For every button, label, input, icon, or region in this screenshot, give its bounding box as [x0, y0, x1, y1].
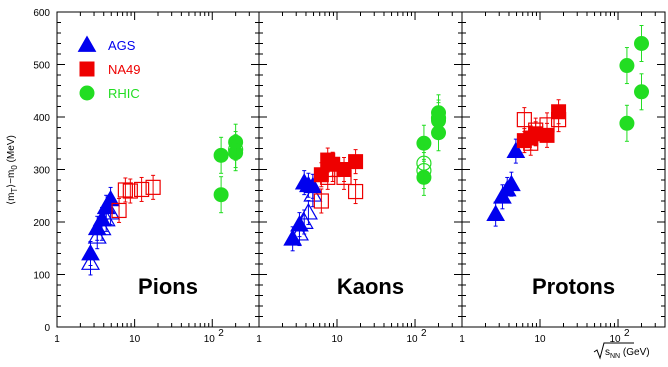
data-point-square [539, 117, 555, 133]
y-axis-title-part: (MeV) [6, 135, 17, 165]
x-tick-label: 10 [204, 334, 216, 345]
x-tick-label-exponent: 2 [218, 328, 224, 339]
y-tick-label: 300 [33, 166, 50, 177]
data-point-triangle [87, 226, 107, 244]
data-point-circle [79, 85, 95, 101]
data-point-square [145, 179, 161, 195]
x-tick-label-exponent: 2 [624, 328, 630, 339]
y-tick-label: 0 [44, 323, 50, 334]
y-axis-title-part: ⟩−m [6, 170, 17, 188]
data-point-triangle [298, 202, 318, 220]
legend: AGS NA49 RHIC [77, 35, 141, 101]
x-tick-label: 10 [609, 334, 621, 345]
data-point-square [347, 183, 364, 200]
data-point-circle [634, 36, 650, 51]
panel-label-protons: Protons [532, 274, 615, 299]
y-axis-title-part: T [10, 188, 19, 193]
data-point-circle [416, 162, 432, 179]
x-tick-label: 10 [331, 334, 343, 345]
y-tick-label: 600 [33, 8, 50, 19]
data-point-square [348, 154, 364, 170]
x-tick-label: 10 [406, 334, 418, 345]
data-point-triangle [77, 35, 97, 52]
data-point-square [336, 169, 352, 185]
data-point-triangle [101, 202, 121, 220]
data-point-square [134, 181, 150, 198]
sqrt-sign [593, 342, 634, 360]
x-axis-title-part: NN [610, 353, 620, 360]
data-point-square [122, 183, 138, 199]
y-tick-label: 100 [33, 271, 50, 282]
x-axis-title-part: (GeV) [620, 347, 649, 358]
data-point-square [117, 182, 133, 198]
data-point-square [313, 167, 329, 183]
data-point-triangle [506, 141, 526, 158]
data-point-square [320, 169, 336, 185]
x-tick-label: 1 [459, 334, 465, 345]
y-tick-label: 400 [33, 113, 50, 124]
data-point-circle [619, 58, 635, 74]
data-point-triangle [289, 223, 309, 241]
data-point-square [523, 135, 539, 151]
x-tick-label: 1 [54, 334, 60, 345]
data-point-circle [213, 147, 229, 163]
data-point-circle [213, 187, 229, 203]
data-point-triangle [502, 174, 521, 192]
x-tick-label-exponent: 2 [421, 328, 427, 339]
x-tick-label: 10 [534, 334, 546, 345]
data-point-square [313, 193, 329, 209]
data-point-circle [619, 115, 635, 131]
data-point-square [516, 112, 532, 128]
legend-label-ags: AGS [108, 38, 136, 53]
data-point-square [528, 122, 544, 138]
y-tick-label: 500 [33, 61, 50, 72]
x-tick-label: 10 [129, 334, 141, 345]
x-axis-title-part: s [605, 347, 610, 358]
data-point-square [79, 61, 95, 77]
x-axis-title-text: sNN (GeV) [605, 347, 650, 360]
data-point-circle [228, 141, 244, 158]
x-tick-label: 1 [256, 334, 262, 345]
data-point-circle [430, 110, 447, 126]
panel-label-pions: Pions [138, 274, 198, 299]
x-axis-title: sNN (GeV) [593, 342, 650, 360]
legend-label-rhic: RHIC [108, 86, 140, 101]
y-axis-title: ⟨mT⟩−m0 (MeV) [6, 135, 19, 205]
y-axis-title-part: ⟨m [6, 193, 17, 205]
data-point-square [550, 112, 567, 128]
data-point-square [325, 161, 341, 178]
y-tick-label: 200 [33, 218, 50, 229]
y-axis-title-part: 0 [10, 165, 19, 170]
data-point-triangle [486, 204, 506, 221]
data-point-circle [634, 84, 650, 100]
data-point-square [111, 202, 127, 219]
legend-label-na49: NA49 [108, 62, 141, 77]
data-point-triangle [80, 253, 101, 270]
panel-label-kaons: Kaons [337, 274, 404, 299]
